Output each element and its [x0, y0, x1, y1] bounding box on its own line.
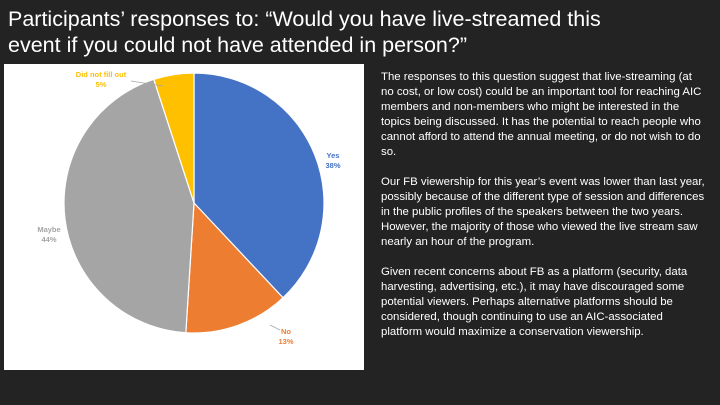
slice-value-did-not-fill-out: 5% — [96, 80, 107, 89]
commentary-text: The responses to this question suggest t… — [381, 70, 706, 355]
leader-line-no — [269, 324, 281, 331]
paragraph-2: Our FB viewership for this year’s event … — [381, 176, 705, 248]
slice-value-no: 13% — [278, 337, 293, 346]
title-line-2: event if you could not have attended in … — [8, 33, 467, 57]
pie-slice-maybe — [63, 78, 195, 334]
slice-label-yes: Yes — [327, 151, 340, 160]
title-line-1: Participants’ responses to: “Would you h… — [8, 7, 601, 31]
pie-chart-panel: Yes 38% No 13% Maybe 44% Did not fill out 5% — [4, 64, 364, 370]
slide-title: Participants’ responses to: “Would you h… — [8, 6, 688, 58]
pie-slice-yes — [193, 72, 325, 299]
slice-label-maybe: Maybe — [37, 225, 60, 234]
paragraph-1: The responses to this question suggest t… — [381, 71, 702, 158]
pie-slice-did-not-fill-out — [153, 72, 195, 204]
slice-label-did-not-fill-out: Did not fill out — [76, 70, 127, 79]
paragraph-3: Given recent concerns about FB as a plat… — [381, 266, 688, 338]
slice-value-maybe: 44% — [41, 235, 56, 244]
slice-label-no: No — [281, 327, 291, 336]
pie-slice-no — [185, 201, 284, 334]
leader-line-did-not-fill-out — [130, 80, 164, 87]
slice-value-yes: 38% — [325, 161, 340, 170]
